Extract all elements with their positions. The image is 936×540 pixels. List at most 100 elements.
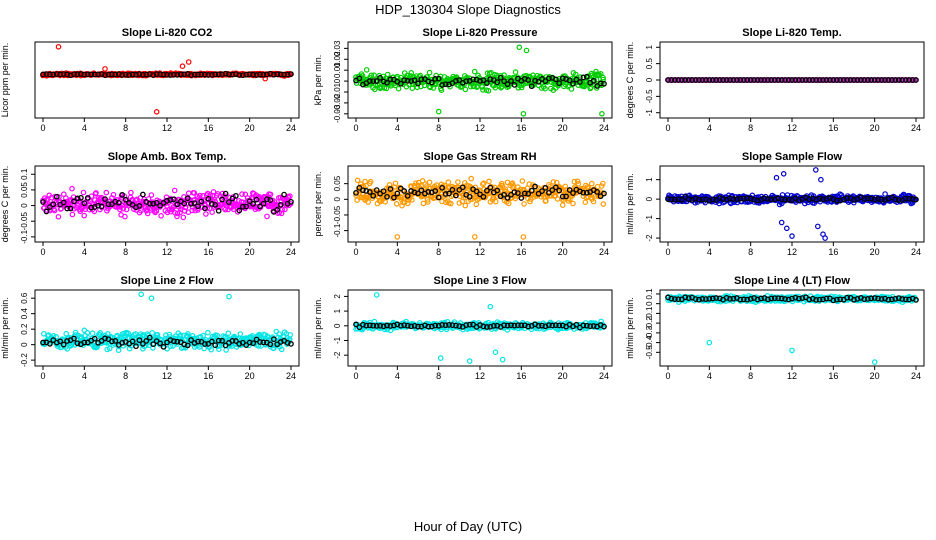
- data-points: [40, 185, 294, 221]
- y-axis-label: kPa per min.: [313, 55, 323, 106]
- hourly-mean-point: [601, 190, 607, 197]
- x-tick-label: 4: [395, 123, 400, 133]
- data-point: [447, 200, 454, 207]
- hourly-mean-point: [765, 196, 771, 202]
- hourly-mean-point: [363, 322, 370, 329]
- y-tick-label: 0.1: [645, 288, 654, 300]
- hourly-mean-point: [167, 72, 174, 78]
- hourly-mean-point: [394, 190, 401, 197]
- hourly-mean-point: [229, 71, 236, 78]
- hourly-mean-point: [366, 189, 373, 195]
- outlier-point: [520, 234, 527, 240]
- hourly-mean-point: [878, 296, 885, 302]
- hourly-mean-point: [50, 201, 57, 208]
- outlier-point: [373, 292, 380, 298]
- hourly-mean-point: [552, 76, 559, 83]
- hourly-mean-point: [397, 322, 404, 329]
- hourly-mean-point: [208, 201, 215, 207]
- x-tick-label: 4: [82, 247, 87, 257]
- hourly-mean-point: [115, 199, 122, 206]
- hourly-mean-point: [785, 296, 792, 303]
- hourly-mean-point: [401, 77, 408, 83]
- x-tick-label: 12: [475, 123, 485, 133]
- hourly-mean-point: [902, 77, 909, 83]
- hourly-mean-point: [115, 71, 122, 77]
- hourly-mean-point: [47, 204, 53, 210]
- hourly-mean-point: [696, 77, 702, 83]
- hourly-mean-point: [778, 295, 785, 302]
- data-point: [204, 205, 211, 211]
- hourly-mean-point: [140, 71, 146, 78]
- hourly-mean-point: [370, 78, 377, 84]
- plot-frame: [659, 165, 925, 243]
- hourly-mean-point: [730, 295, 737, 302]
- y-tick-label: -1: [645, 109, 654, 117]
- hourly-mean-point: [195, 338, 201, 345]
- hourly-mean-point: [233, 192, 239, 199]
- data-point: [462, 202, 469, 209]
- hourly-mean-point: [668, 295, 675, 302]
- hourly-mean-point: [771, 295, 778, 302]
- hourly-mean-point: [734, 77, 740, 83]
- hourly-mean-point: [195, 203, 201, 210]
- hourly-mean-point: [239, 72, 246, 79]
- hourly-mean-point: [515, 190, 521, 196]
- hourly-mean-point: [171, 71, 177, 78]
- hourly-mean-point: [823, 295, 830, 302]
- y-tick-label: 0.6: [20, 292, 29, 304]
- hourly-mean-point: [205, 195, 212, 202]
- y-tick-label: 0.05: [333, 175, 342, 191]
- x-tick-label: 8: [123, 247, 128, 257]
- hourly-mean-point: [353, 190, 359, 196]
- data-point: [365, 199, 372, 205]
- hourly-mean-point: [882, 295, 888, 302]
- plot-frame: [34, 41, 300, 119]
- outlier-point: [102, 66, 108, 72]
- hourly-mean-point: [470, 76, 476, 83]
- hourly-mean-point: [727, 195, 733, 202]
- chart-title: Slope Line 4 (LT) Flow: [734, 275, 850, 287]
- hourly-mean-point: [875, 295, 881, 302]
- x-tick-label: 20: [245, 123, 255, 133]
- hourly-mean-point: [456, 77, 463, 83]
- hourly-mean-point: [820, 296, 826, 303]
- hourly-mean-point: [501, 322, 507, 329]
- data-point: [396, 184, 403, 191]
- data-points: [665, 292, 919, 365]
- hourly-mean-point: [796, 77, 802, 83]
- data-point: [185, 190, 192, 197]
- y-tick-label: 0.01: [333, 62, 342, 78]
- x-tick-label: 12: [787, 371, 797, 381]
- data-points: [353, 175, 607, 240]
- data-point: [216, 346, 222, 353]
- y-axis-label: ml/min per min.: [0, 297, 10, 359]
- hourly-mean-point: [508, 322, 514, 329]
- data-point: [590, 198, 597, 205]
- hourly-mean-point: [692, 296, 699, 302]
- outlier-point: [516, 44, 523, 51]
- hourly-mean-point: [98, 71, 105, 77]
- x-tick-label: 12: [162, 123, 172, 133]
- data-point: [189, 207, 195, 214]
- hourly-mean-point: [480, 323, 487, 330]
- hourly-mean-point: [699, 196, 706, 203]
- x-tick-label: 12: [787, 123, 797, 133]
- plot-frame: [34, 165, 300, 243]
- hourly-mean-point: [425, 189, 432, 195]
- hourly-mean-point: [740, 296, 747, 303]
- data-point: [363, 67, 370, 73]
- plot-frame: [347, 41, 613, 119]
- outlier-point: [153, 109, 160, 115]
- y-axis-label: percent per min.: [313, 171, 323, 236]
- hourly-mean-point: [411, 77, 418, 84]
- y-tick-label: -2: [333, 351, 342, 359]
- data-point: [393, 201, 400, 207]
- hourly-mean-point: [768, 77, 775, 83]
- hourly-mean-point: [387, 76, 394, 83]
- x-tick-label: 8: [748, 247, 753, 257]
- x-tick-label: 24: [286, 123, 296, 133]
- hourly-mean-point: [906, 77, 912, 83]
- hourly-mean-point: [858, 77, 864, 83]
